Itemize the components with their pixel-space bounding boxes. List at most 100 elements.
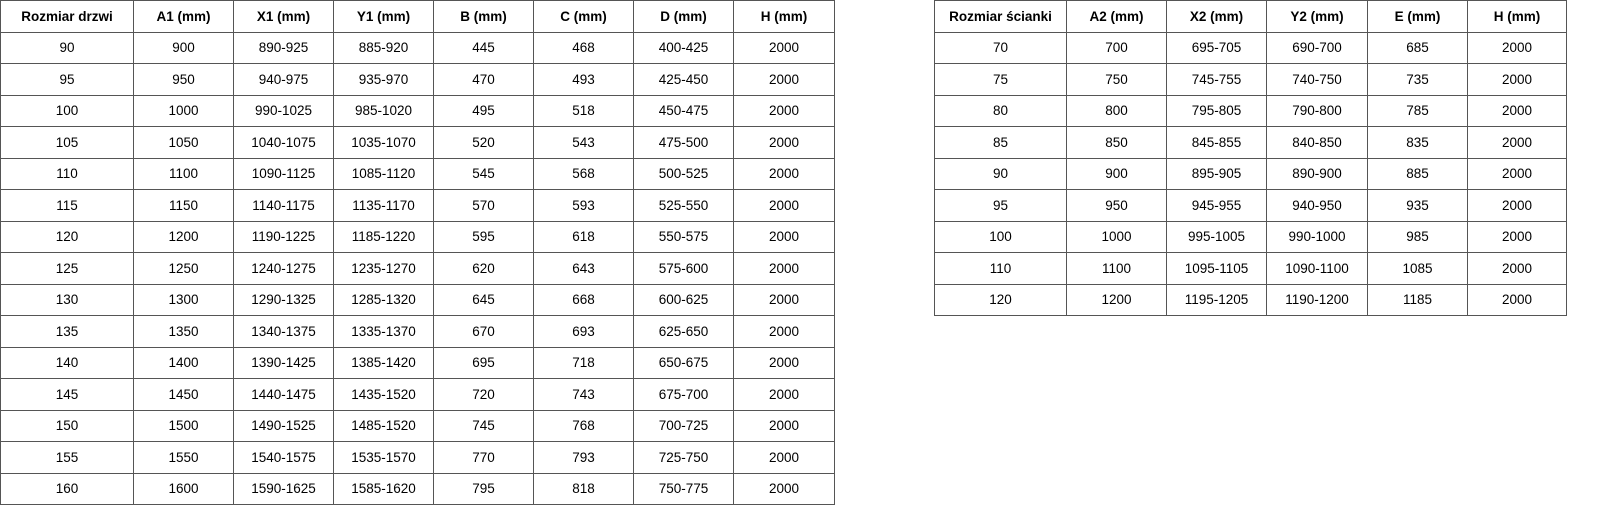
table-cell: 990-1025	[233, 94, 334, 127]
table-cell: 2000	[1467, 220, 1567, 253]
table-cell: 105	[0, 126, 134, 159]
table-row: 120 1200 1190-1225 1185-1220 595 618 550-575 20…	[0, 220, 835, 253]
table-cell: 1435-1520	[333, 378, 434, 411]
table-cell: 695	[433, 346, 534, 379]
table-cell: 1300	[133, 283, 234, 316]
table-cell: 2000	[733, 441, 835, 474]
table-cell: 695-705	[1166, 31, 1267, 64]
table-cell: 75	[934, 63, 1067, 96]
table-cell: 850	[1066, 126, 1167, 159]
table-cell: 2000	[1467, 252, 1567, 285]
table-cell: 95	[934, 189, 1067, 222]
wall-size-table: Rozmiar ścianki A2 (mm) X2 (mm) Y2 (mm) E (m…	[934, 0, 1567, 316]
table-cell: 518	[533, 94, 634, 127]
column-header: A1 (mm)	[133, 0, 234, 33]
table-row: 125 1250 1240-1275 1235-1270 620 643 575-600 20…	[0, 252, 835, 285]
table-cell: 1100	[133, 157, 234, 190]
table-cell: 90	[934, 157, 1067, 190]
table-cell: 625-650	[633, 315, 734, 348]
table-row: 110 1100 1095-1105 1090-1100 1085 2000	[934, 252, 1567, 285]
table-cell: 450-475	[633, 94, 734, 127]
table-cell: 700	[1066, 31, 1167, 64]
table-cell: 1200	[1066, 283, 1167, 316]
table-cell: 770	[433, 441, 534, 474]
table-row: 100 1000 990-1025 985-1020 495 518 450-475 2000	[0, 94, 835, 127]
table-cell: 110	[934, 252, 1067, 285]
table-cell: 2000	[733, 409, 835, 442]
table-cell: 2000	[733, 189, 835, 222]
column-header: Rozmiar drzwi	[0, 0, 134, 33]
table-cell: 785	[1367, 94, 1468, 127]
table-cell: 793	[533, 441, 634, 474]
table-cell: 790-800	[1266, 94, 1368, 127]
table-cell: 1000	[1066, 220, 1167, 253]
table-cell: 425-450	[633, 63, 734, 96]
column-header: B (mm)	[433, 0, 534, 33]
table-cell: 900	[133, 31, 234, 64]
column-header: Rozmiar ścianki	[934, 0, 1067, 33]
table-cell: 80	[934, 94, 1067, 127]
table-cell: 900	[1066, 157, 1167, 190]
table-cell: 1200	[133, 220, 234, 253]
table-cell: 620	[433, 252, 534, 285]
table-cell: 985-1020	[333, 94, 434, 127]
table-cell: 845-855	[1166, 126, 1267, 159]
table-cell: 1240-1275	[233, 252, 334, 285]
table-cell: 1000	[133, 94, 234, 127]
table-cell: 85	[934, 126, 1067, 159]
table-row: 130 1300 1290-1325 1285-1320 645 668 600-625 20…	[0, 283, 835, 316]
table-cell: 1600	[133, 472, 234, 505]
table-cell: 475-500	[633, 126, 734, 159]
table-cell: 700-725	[633, 409, 734, 442]
table-cell: 890-925	[233, 31, 334, 64]
column-header: X1 (mm)	[233, 0, 334, 33]
column-header: Y2 (mm)	[1266, 0, 1368, 33]
table-cell: 735	[1367, 63, 1468, 96]
table-cell: 720	[433, 378, 534, 411]
table-cell: 768	[533, 409, 634, 442]
table-cell: 1235-1270	[333, 252, 434, 285]
header-row: Rozmiar ścianki A2 (mm) X2 (mm) Y2 (mm) E (m…	[934, 0, 1567, 33]
table-cell: 670	[433, 315, 534, 348]
table-cell: 1095-1105	[1166, 252, 1267, 285]
table-cell: 645	[433, 283, 534, 316]
table-cell: 2000	[733, 63, 835, 96]
table-cell: 1085	[1367, 252, 1468, 285]
table-cell: 400-425	[633, 31, 734, 64]
table-cell: 800	[1066, 94, 1167, 127]
table-cell: 1440-1475	[233, 378, 334, 411]
table-cell: 1590-1625	[233, 472, 334, 505]
table-cell: 550-575	[633, 220, 734, 253]
table-cell: 1535-1570	[333, 441, 434, 474]
table-cell: 1285-1320	[333, 283, 434, 316]
table-cell: 1450	[133, 378, 234, 411]
table-cell: 1035-1070	[333, 126, 434, 159]
table-cell: 1135-1170	[333, 189, 434, 222]
table-row: 80 800 795-805 790-800 785 2000	[934, 94, 1567, 127]
table-cell: 1350	[133, 315, 234, 348]
table-cell: 750-775	[633, 472, 734, 505]
table-cell: 935-970	[333, 63, 434, 96]
table-cell: 2000	[733, 126, 835, 159]
table-cell: 1540-1575	[233, 441, 334, 474]
table-row: 135 1350 1340-1375 1335-1370 670 693 625-650 20…	[0, 315, 835, 348]
column-header: H (mm)	[1467, 0, 1567, 33]
table-cell: 945-955	[1166, 189, 1267, 222]
table-cell: 468	[533, 31, 634, 64]
table-cell: 618	[533, 220, 634, 253]
table-cell: 150	[0, 409, 134, 442]
table-cell: 885-920	[333, 31, 434, 64]
table-cell: 545	[433, 157, 534, 190]
table-cell: 2000	[733, 378, 835, 411]
table-cell: 135	[0, 315, 134, 348]
table-cell: 593	[533, 189, 634, 222]
table-row: 95 950 945-955 940-950 935 2000	[934, 189, 1567, 222]
table-cell: 595	[433, 220, 534, 253]
table-cell: 1390-1425	[233, 346, 334, 379]
table-cell: 130	[0, 283, 134, 316]
table-cell: 1040-1075	[233, 126, 334, 159]
table-row: 120 1200 1195-1205 1190-1200 1185 2000	[934, 283, 1567, 316]
table-cell: 818	[533, 472, 634, 505]
column-header: A2 (mm)	[1066, 0, 1167, 33]
table-cell: 835	[1367, 126, 1468, 159]
